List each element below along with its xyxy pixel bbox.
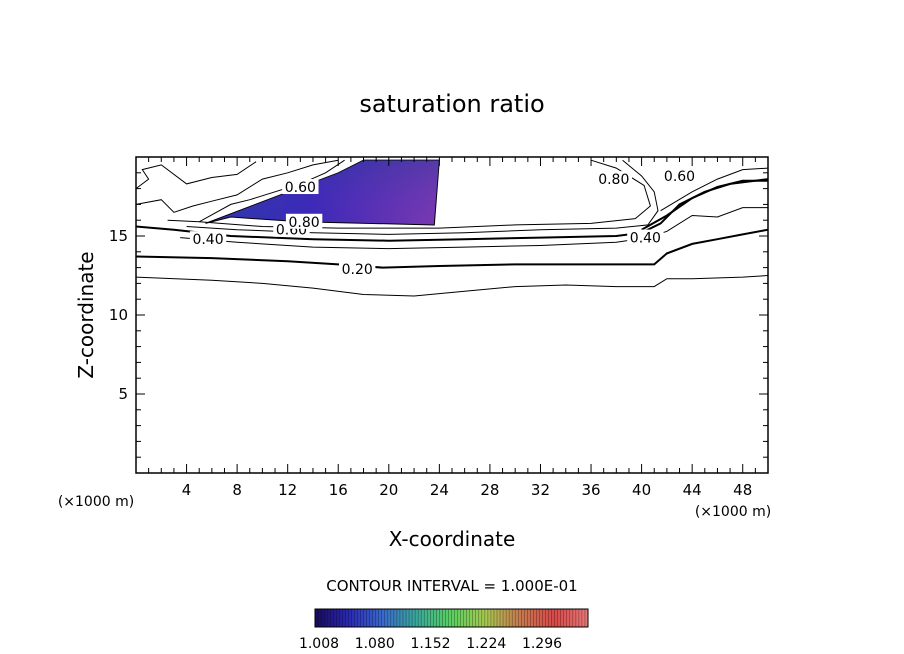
contour-label-bg — [595, 171, 632, 187]
contour-lines — [135, 159, 769, 297]
y-tick-label: 10 — [109, 306, 128, 324]
x-axis-ticks: 4 8 12 16 20 24 28 32 36 40 44 48 — [135, 157, 769, 499]
contour-label-bg — [661, 167, 698, 183]
contour-labels: 0.200.40 0.400.600.800.80 0.600.60 — [189, 167, 698, 278]
contour-label-bg — [627, 229, 664, 245]
x-unit-label-left: (×1000 m) — [58, 494, 134, 510]
x-tick-label: 32 — [531, 481, 550, 499]
contour-line-7 — [135, 161, 257, 189]
x-tick-label: 16 — [329, 481, 348, 499]
colorbar-tick-label: 1.008 — [299, 636, 339, 652]
contour-label-bg — [282, 179, 319, 195]
x-tick-label: 20 — [379, 481, 398, 499]
colorbar-tick-label: 1.080 — [355, 636, 395, 652]
contour-label: 0.60 — [664, 169, 695, 185]
y-tick-label: 5 — [118, 385, 128, 403]
colorbar: 1.008 1.080 1.152 1.224 1.296 — [299, 608, 589, 652]
colorbar-tick-label: 1.296 — [522, 636, 562, 652]
contour-label-bg — [339, 261, 376, 277]
contour-label-bg — [189, 231, 227, 247]
contour-line-6 — [135, 159, 339, 213]
colorbar-tick-label: 1.224 — [466, 636, 506, 652]
contour-line-3 — [135, 178, 769, 242]
contour-label: 0.40 — [630, 231, 661, 247]
contour-label: 0.40 — [192, 232, 223, 248]
contour-label: 0.60 — [285, 180, 316, 196]
x-axis-label: X-coordinate — [389, 527, 516, 551]
x-tick-label: 36 — [581, 481, 600, 499]
x-tick-label: 12 — [278, 481, 297, 499]
contour-interval-note: CONTOUR INTERVAL = 1.000E-01 — [326, 577, 577, 595]
x-tick-label: 8 — [232, 481, 242, 499]
x-tick-label: 28 — [480, 481, 499, 499]
contour-line-8 — [167, 159, 345, 223]
y-axis-ticks: 5 10 15 — [109, 156, 768, 474]
x-tick-label: 48 — [733, 481, 752, 499]
colorbar-tick-label: 1.152 — [410, 636, 450, 652]
y-tick-label: 15 — [109, 227, 128, 245]
contour-label-bg — [285, 213, 323, 229]
x-tick-label: 40 — [632, 481, 651, 499]
contour-line-1 — [135, 228, 769, 269]
contour-label: 0.80 — [598, 172, 629, 188]
x-tick-label: 24 — [430, 481, 449, 499]
contour-label: 0.20 — [342, 262, 373, 278]
contour-label: 0.80 — [289, 215, 320, 231]
x-unit-label-right: (×1000 m) — [695, 504, 771, 520]
plot-area: 0.200.40 0.400.600.800.80 0.600.60 4 8 12 16 2… — [109, 156, 769, 499]
x-tick-label: 4 — [182, 481, 192, 499]
y-axis-label: Z-coordinate — [74, 251, 98, 378]
supersaturated-region-shade — [205, 160, 440, 225]
x-tick-label: 44 — [683, 481, 702, 499]
chart-title: saturation ratio — [359, 90, 544, 118]
contour-line-10 — [660, 167, 769, 212]
contour-line-9 — [641, 179, 768, 231]
contour-line-0 — [135, 275, 769, 297]
contour-line-2 — [180, 207, 768, 250]
